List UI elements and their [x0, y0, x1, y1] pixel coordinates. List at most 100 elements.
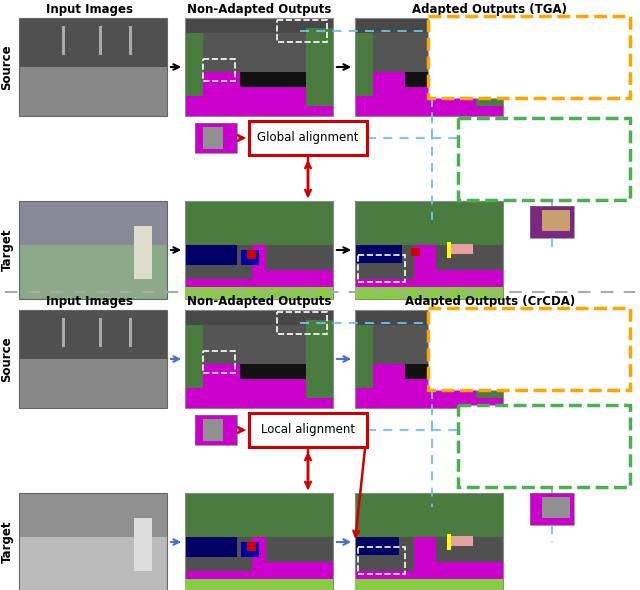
- Bar: [63, 26, 65, 55]
- Bar: [185, 310, 333, 408]
- Text: Adapted Outputs (TGA): Adapted Outputs (TGA): [413, 3, 568, 16]
- Bar: [195, 123, 237, 153]
- Bar: [433, 314, 481, 342]
- Bar: [412, 248, 420, 256]
- Bar: [19, 310, 167, 408]
- Bar: [203, 351, 236, 373]
- Bar: [355, 245, 414, 280]
- Bar: [266, 245, 333, 270]
- Text: Target: Target: [1, 521, 13, 563]
- Text: Relations: Relations: [490, 52, 538, 62]
- Bar: [19, 310, 167, 359]
- Bar: [355, 201, 503, 299]
- Text: Adapted Outputs (CrCDA): Adapted Outputs (CrCDA): [405, 295, 575, 308]
- Bar: [355, 310, 503, 408]
- Bar: [355, 18, 503, 116]
- Bar: [185, 201, 333, 299]
- Bar: [185, 493, 333, 590]
- Bar: [203, 72, 240, 99]
- Bar: [355, 245, 403, 263]
- Bar: [247, 250, 256, 259]
- Bar: [185, 245, 237, 265]
- Bar: [185, 537, 252, 571]
- Bar: [266, 537, 333, 562]
- Bar: [202, 418, 223, 441]
- Bar: [458, 118, 630, 200]
- Bar: [19, 201, 167, 245]
- Bar: [372, 72, 405, 99]
- Bar: [185, 364, 333, 408]
- Bar: [134, 225, 152, 280]
- Bar: [542, 497, 570, 517]
- Bar: [458, 405, 630, 487]
- Bar: [372, 32, 476, 72]
- Bar: [19, 18, 167, 116]
- Bar: [19, 493, 167, 590]
- Bar: [355, 537, 414, 571]
- Bar: [19, 18, 167, 116]
- Bar: [463, 451, 511, 479]
- Bar: [307, 320, 333, 398]
- Bar: [355, 579, 503, 590]
- Bar: [542, 210, 570, 231]
- Bar: [129, 26, 132, 55]
- Text: Global alignment: Global alignment: [257, 132, 359, 145]
- Bar: [476, 454, 506, 473]
- Bar: [355, 493, 503, 590]
- Text: Compatibility: Compatibility: [518, 129, 588, 139]
- Bar: [185, 72, 333, 87]
- Bar: [99, 26, 102, 55]
- Bar: [355, 245, 503, 299]
- Bar: [439, 64, 472, 80]
- Bar: [355, 287, 503, 299]
- Bar: [439, 356, 472, 372]
- Bar: [530, 493, 574, 525]
- Bar: [185, 245, 252, 280]
- Bar: [463, 124, 511, 152]
- Bar: [203, 324, 307, 364]
- Text: Relations: Relations: [490, 344, 538, 354]
- Bar: [195, 415, 237, 445]
- Bar: [436, 537, 503, 562]
- Bar: [439, 320, 472, 336]
- Text: Input Images: Input Images: [45, 3, 132, 16]
- Bar: [241, 542, 259, 557]
- Bar: [19, 537, 167, 590]
- Bar: [203, 364, 240, 391]
- Bar: [358, 547, 405, 574]
- Bar: [129, 318, 132, 348]
- Bar: [276, 312, 327, 333]
- Bar: [447, 534, 451, 550]
- Bar: [463, 124, 511, 152]
- Bar: [19, 201, 167, 299]
- Bar: [355, 18, 503, 116]
- Bar: [433, 22, 481, 50]
- Bar: [185, 310, 333, 408]
- Bar: [355, 493, 503, 590]
- Bar: [185, 364, 333, 379]
- Bar: [99, 318, 102, 348]
- Bar: [241, 250, 259, 265]
- Bar: [19, 310, 167, 408]
- Bar: [355, 324, 372, 388]
- Bar: [463, 164, 511, 192]
- Bar: [185, 287, 333, 299]
- Bar: [436, 245, 503, 270]
- Text: Non-Adapted Outputs: Non-Adapted Outputs: [187, 295, 331, 308]
- Text: Incompatibility: Incompatibility: [490, 27, 568, 37]
- Bar: [19, 245, 167, 299]
- Bar: [249, 121, 367, 155]
- Bar: [203, 32, 307, 72]
- Text: Input Images: Input Images: [45, 295, 132, 308]
- Text: Source: Source: [1, 44, 13, 90]
- Bar: [355, 537, 399, 555]
- Bar: [428, 16, 630, 98]
- Bar: [355, 72, 503, 87]
- Bar: [19, 18, 167, 67]
- Bar: [530, 493, 574, 525]
- Bar: [195, 415, 237, 445]
- Bar: [355, 537, 503, 590]
- Bar: [185, 245, 333, 299]
- Text: Consistency: Consistency: [490, 369, 554, 379]
- Bar: [451, 244, 474, 254]
